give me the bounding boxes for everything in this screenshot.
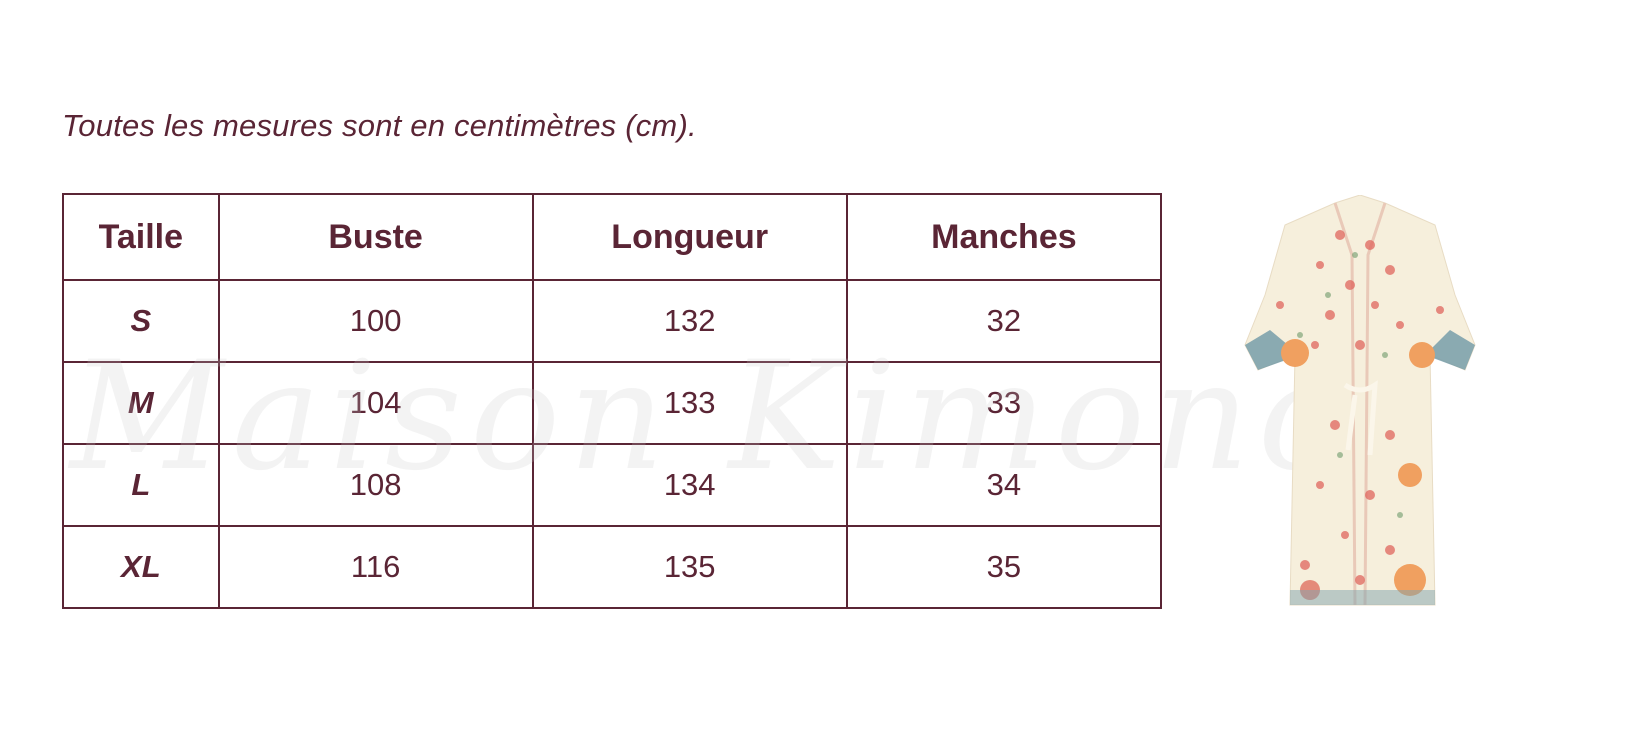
size-cell: M (62, 361, 220, 445)
sleeve-cell: 32 (845, 279, 1163, 363)
length-cell: 132 (531, 279, 848, 363)
table-row: M 104 133 33 (62, 361, 1163, 445)
table-row: S 100 132 32 (62, 279, 1163, 363)
header-longueur: Longueur (531, 193, 848, 281)
table-row: L 108 134 34 (62, 443, 1163, 527)
size-cell: L (62, 443, 220, 527)
table-row: XL 116 135 35 (62, 525, 1163, 609)
size-cell: S (62, 279, 220, 363)
size-cell: XL (62, 525, 220, 609)
sleeve-cell: 35 (845, 525, 1163, 609)
sleeve-cell: 34 (845, 443, 1163, 527)
header-taille: Taille (62, 193, 220, 281)
header-buste: Buste (217, 193, 534, 281)
units-note: Toutes les mesures sont en centimètres (… (62, 108, 697, 143)
length-cell: 134 (531, 443, 848, 527)
header-manches: Manches (845, 193, 1163, 281)
sleeve-cell: 33 (845, 361, 1163, 445)
bust-cell: 116 (217, 525, 534, 609)
bust-cell: 104 (217, 361, 534, 445)
table-header-row: Taille Buste Longueur Manches (62, 193, 1163, 281)
kimono-image (1244, 195, 1476, 606)
size-chart-table: Taille Buste Longueur Manches S 100 132 … (62, 193, 1163, 609)
bust-cell: 108 (217, 443, 534, 527)
bust-cell: 100 (217, 279, 534, 363)
length-cell: 133 (531, 361, 848, 445)
length-cell: 135 (531, 525, 848, 609)
